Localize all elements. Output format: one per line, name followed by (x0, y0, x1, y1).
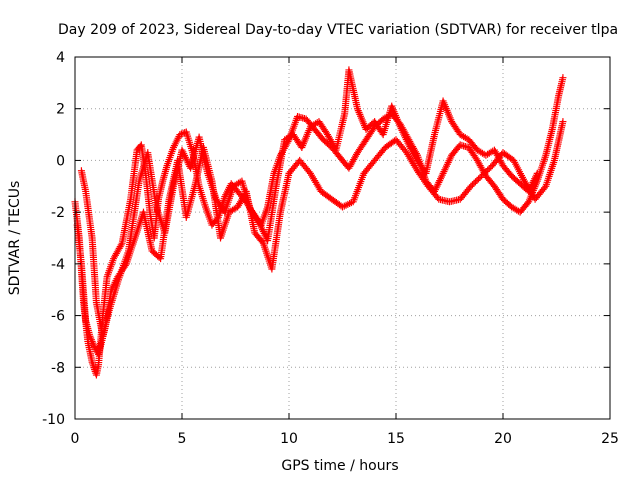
y-tick-label: -6 (51, 309, 65, 325)
chart-title: Day 209 of 2023, Sidereal Day-to-day VTE… (58, 22, 618, 38)
y-tick-label: -2 (51, 205, 65, 221)
plot-border (74, 56, 611, 420)
x-tick-label: 0 (71, 431, 80, 447)
axis-ticks: 0 5 10 15 20 25 -10 -8 -6 -4 -2 0 2 4 (42, 50, 619, 447)
y-tick-label: -8 (51, 360, 65, 376)
y-tick-label: -10 (42, 412, 65, 428)
y-axis-label: SDTVAR / TECUs (7, 181, 23, 296)
data-point (479, 170, 487, 178)
data-point (88, 337, 96, 345)
data-points (71, 66, 567, 379)
data-point (87, 334, 95, 342)
data-point (471, 178, 479, 186)
data-point (117, 241, 125, 249)
data-point (176, 131, 184, 139)
y-tick-label: 0 (56, 153, 65, 169)
data-point (485, 165, 493, 173)
series-3 (77, 66, 541, 340)
data-point (559, 74, 567, 82)
data-point (468, 181, 476, 189)
data-point (484, 166, 492, 174)
data-point (476, 173, 484, 181)
data-point (482, 168, 490, 176)
data-point (475, 175, 483, 183)
data-point (467, 182, 475, 190)
y-tick-label: -4 (51, 257, 65, 273)
data-point (89, 339, 97, 347)
x-tick-label: 15 (387, 431, 405, 447)
data-point (533, 169, 541, 177)
x-tick-label: 5 (178, 431, 187, 447)
data-point (470, 179, 478, 187)
data-point (87, 336, 95, 344)
data-point (540, 184, 548, 192)
data-point (473, 176, 481, 184)
data-point (86, 332, 94, 340)
data-point (478, 172, 486, 180)
data-point (90, 343, 98, 351)
data-point (90, 341, 98, 349)
x-tick-label: 25 (601, 431, 619, 447)
x-axis-label: GPS time / hours (281, 458, 398, 474)
x-tick-label: 20 (494, 431, 512, 447)
y-tick-label: 4 (56, 50, 65, 66)
x-tick-label: 10 (280, 431, 298, 447)
y-tick-label: 2 (56, 102, 65, 118)
data-point (559, 118, 567, 126)
data-point (481, 169, 489, 177)
data-point (179, 129, 187, 137)
